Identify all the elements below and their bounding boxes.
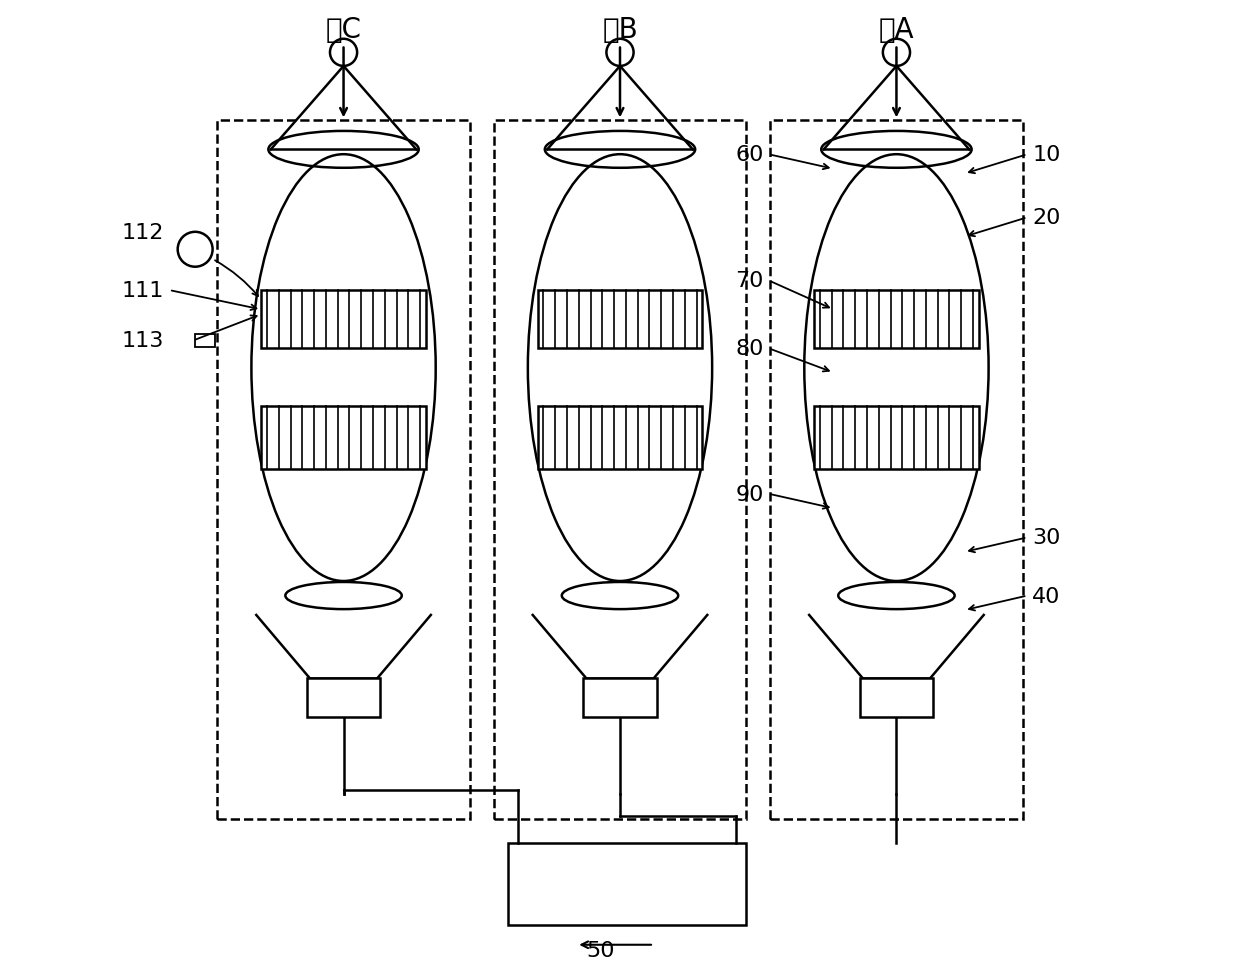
Bar: [538, 291, 702, 349]
Bar: [262, 407, 427, 470]
Bar: [195, 334, 215, 348]
Text: 70: 70: [735, 271, 764, 291]
Text: 113: 113: [122, 331, 164, 351]
Bar: [538, 407, 702, 470]
Bar: [508, 843, 746, 925]
Text: 111: 111: [122, 281, 164, 300]
Text: 组B: 组B: [603, 16, 637, 44]
Bar: [583, 678, 657, 717]
Bar: [859, 678, 934, 717]
Bar: [306, 678, 381, 717]
Bar: [813, 407, 978, 470]
Text: 组A: 组A: [879, 16, 914, 44]
Text: 50: 50: [587, 940, 615, 959]
Text: 30: 30: [1032, 528, 1060, 547]
Text: 112: 112: [122, 223, 164, 242]
Text: 10: 10: [1032, 145, 1060, 165]
Text: 60: 60: [735, 145, 764, 165]
Text: 80: 80: [735, 339, 764, 359]
Bar: [262, 291, 427, 349]
Bar: [813, 291, 978, 349]
Text: 40: 40: [1032, 586, 1060, 606]
Text: 组C: 组C: [326, 16, 362, 44]
Text: 20: 20: [1032, 208, 1060, 228]
Text: 90: 90: [735, 484, 764, 504]
